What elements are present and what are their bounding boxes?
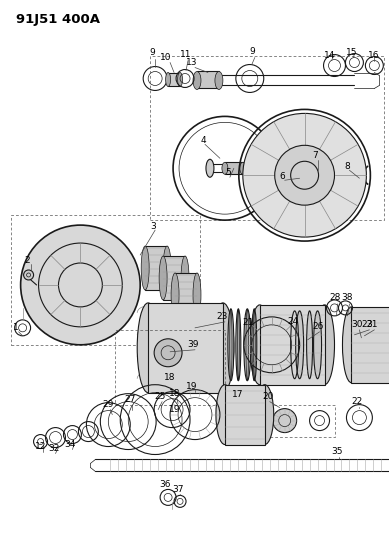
Text: 36: 36 <box>160 480 171 489</box>
Circle shape <box>275 146 335 205</box>
Text: 4: 4 <box>200 136 206 145</box>
Ellipse shape <box>193 71 201 90</box>
Ellipse shape <box>240 162 246 174</box>
Ellipse shape <box>193 273 201 317</box>
Ellipse shape <box>246 309 249 381</box>
Text: 12: 12 <box>35 442 46 451</box>
Text: 20: 20 <box>262 392 273 401</box>
Bar <box>115 330 225 405</box>
Ellipse shape <box>206 159 214 177</box>
Ellipse shape <box>137 303 159 393</box>
Bar <box>197 70 219 88</box>
Text: 26: 26 <box>312 322 323 332</box>
Text: 6: 6 <box>280 172 285 181</box>
Ellipse shape <box>244 309 251 381</box>
Text: 9: 9 <box>249 47 255 56</box>
Bar <box>148 303 223 393</box>
Text: 18: 18 <box>164 373 176 382</box>
Text: 18: 18 <box>169 389 181 398</box>
Text: 5: 5 <box>225 168 231 177</box>
Bar <box>351 307 390 383</box>
Text: 37: 37 <box>172 485 184 494</box>
Text: 22: 22 <box>362 320 373 329</box>
Text: 1: 1 <box>13 324 18 333</box>
Text: 91J51 400A: 91J51 400A <box>16 13 99 26</box>
Text: 7: 7 <box>313 151 319 160</box>
Bar <box>175 273 197 317</box>
Text: 27: 27 <box>124 395 136 404</box>
Ellipse shape <box>314 311 321 379</box>
Circle shape <box>154 339 182 367</box>
Ellipse shape <box>177 72 183 86</box>
Circle shape <box>21 225 140 345</box>
Ellipse shape <box>163 246 171 290</box>
Bar <box>11 215 200 345</box>
Ellipse shape <box>252 309 257 381</box>
Text: 11: 11 <box>180 50 192 59</box>
Bar <box>150 55 384 220</box>
Ellipse shape <box>215 71 223 90</box>
Circle shape <box>243 114 366 237</box>
Bar <box>145 246 167 290</box>
Text: 16: 16 <box>368 51 379 60</box>
Ellipse shape <box>250 305 270 385</box>
Ellipse shape <box>236 309 241 381</box>
Text: 25: 25 <box>154 392 166 401</box>
Text: 30: 30 <box>352 320 363 329</box>
Ellipse shape <box>216 385 234 445</box>
Ellipse shape <box>296 311 303 379</box>
Ellipse shape <box>181 256 189 300</box>
Text: 14: 14 <box>324 51 335 60</box>
Text: 3: 3 <box>150 222 156 231</box>
Text: 9: 9 <box>149 48 155 57</box>
Ellipse shape <box>166 72 170 86</box>
Text: 22: 22 <box>352 397 363 406</box>
Bar <box>168 72 180 86</box>
Ellipse shape <box>253 309 255 381</box>
Ellipse shape <box>307 311 312 379</box>
Ellipse shape <box>159 256 167 300</box>
Text: 28: 28 <box>330 294 341 302</box>
Text: 32: 32 <box>48 444 59 453</box>
Ellipse shape <box>315 305 335 385</box>
Text: 2: 2 <box>25 255 30 264</box>
Text: 13: 13 <box>186 58 198 67</box>
Text: 35: 35 <box>332 447 343 456</box>
Ellipse shape <box>222 162 228 174</box>
Text: 31: 31 <box>367 320 378 329</box>
Text: 24: 24 <box>287 317 298 326</box>
Text: 15: 15 <box>346 48 357 57</box>
Ellipse shape <box>171 273 179 317</box>
Text: 29: 29 <box>103 400 114 409</box>
Ellipse shape <box>256 385 274 445</box>
Text: 38: 38 <box>342 294 353 302</box>
Ellipse shape <box>342 307 360 383</box>
Bar <box>225 385 265 445</box>
Ellipse shape <box>238 309 239 381</box>
Ellipse shape <box>228 309 234 381</box>
Circle shape <box>273 409 297 433</box>
Text: 19: 19 <box>186 382 198 391</box>
Text: 17: 17 <box>232 390 244 399</box>
Bar <box>225 162 243 174</box>
Bar <box>265 405 335 437</box>
Text: 21: 21 <box>242 318 254 327</box>
Text: 39: 39 <box>187 340 199 349</box>
Bar <box>163 256 185 300</box>
Text: 34: 34 <box>65 440 76 449</box>
Ellipse shape <box>141 246 149 290</box>
Ellipse shape <box>212 303 234 393</box>
Text: 8: 8 <box>345 161 350 171</box>
Circle shape <box>24 270 34 280</box>
Text: 23: 23 <box>216 312 228 321</box>
Text: 10: 10 <box>160 53 172 62</box>
Ellipse shape <box>230 309 232 381</box>
Text: 19: 19 <box>169 405 181 414</box>
Bar <box>260 305 324 385</box>
